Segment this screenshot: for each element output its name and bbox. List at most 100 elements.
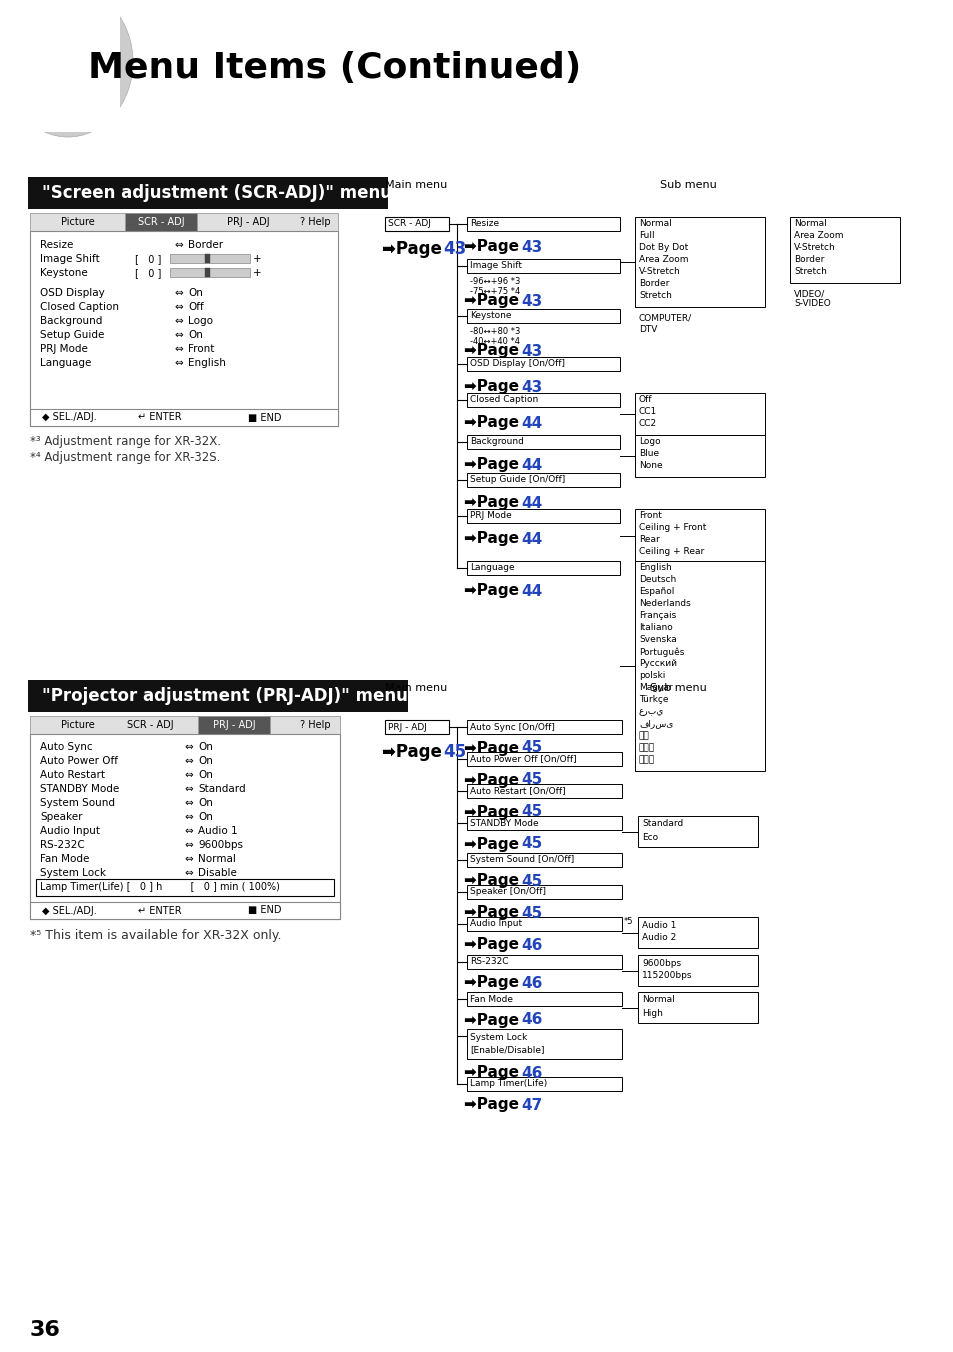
Bar <box>170 254 250 264</box>
Text: ➡Page: ➡Page <box>463 531 524 546</box>
Text: DTV: DTV <box>639 324 657 334</box>
Text: [   0 ]: [ 0 ] <box>135 254 161 264</box>
Text: Closed Caption: Closed Caption <box>40 301 119 312</box>
Text: Ceiling + Front: Ceiling + Front <box>639 523 705 533</box>
Text: 日本語: 日本語 <box>639 756 655 764</box>
Text: 46: 46 <box>520 937 542 953</box>
Text: ⇔: ⇔ <box>185 756 193 767</box>
Text: 46: 46 <box>520 1013 542 1028</box>
Text: ➡Page: ➡Page <box>381 241 447 258</box>
Text: +: + <box>253 254 261 264</box>
Bar <box>467 393 619 407</box>
Text: Closed Caption: Closed Caption <box>470 396 537 404</box>
Bar <box>467 508 619 523</box>
Text: Menu Items (Continued): Menu Items (Continued) <box>88 51 580 85</box>
Text: 汉语: 汉语 <box>639 731 649 741</box>
Bar <box>467 1078 621 1091</box>
Text: Audio 1: Audio 1 <box>641 921 676 930</box>
Text: Front: Front <box>188 343 214 354</box>
Text: Magyar: Magyar <box>639 684 672 692</box>
Text: Border: Border <box>639 280 669 288</box>
Text: ? Help: ? Help <box>299 218 331 227</box>
Text: ⇔: ⇔ <box>185 854 193 864</box>
Text: 45: 45 <box>520 906 541 921</box>
Text: Auto Restart: Auto Restart <box>40 771 105 780</box>
Bar <box>30 214 337 231</box>
Bar <box>638 917 758 948</box>
Text: 44: 44 <box>520 584 541 599</box>
Text: 43: 43 <box>520 343 541 358</box>
Text: ⇔: ⇔ <box>174 301 184 312</box>
Bar <box>635 393 764 435</box>
Text: Deutsch: Deutsch <box>639 576 676 584</box>
Text: ⇔: ⇔ <box>174 316 184 326</box>
Text: Stretch: Stretch <box>793 268 826 277</box>
Text: 45: 45 <box>520 873 541 888</box>
Text: 한국어: 한국어 <box>639 744 655 753</box>
Text: ➡Page: ➡Page <box>463 380 524 395</box>
Text: 43: 43 <box>442 241 466 258</box>
Text: *⁴ Adjustment range for XR-32S.: *⁴ Adjustment range for XR-32S. <box>30 452 220 465</box>
Text: Normal: Normal <box>639 219 671 228</box>
Text: 46: 46 <box>520 976 542 991</box>
Text: 9600bps: 9600bps <box>641 959 680 968</box>
Bar <box>467 992 621 1006</box>
Bar <box>30 902 339 919</box>
Text: VIDEO/: VIDEO/ <box>793 289 824 299</box>
Text: Speaker [On/Off]: Speaker [On/Off] <box>470 887 545 896</box>
Text: Lamp Timer(Life) [   0 ] h         [   0 ] min ( 100%): Lamp Timer(Life) [ 0 ] h [ 0 ] min ( 100… <box>40 882 279 892</box>
Text: Picture: Picture <box>61 218 94 227</box>
Text: Area Zoom: Area Zoom <box>793 231 842 241</box>
Bar <box>36 879 334 896</box>
Text: Auto Sync: Auto Sync <box>40 742 92 752</box>
Text: Dot By Dot: Dot By Dot <box>639 243 687 253</box>
Text: ⇔: ⇔ <box>185 826 193 836</box>
Text: PRJ Mode: PRJ Mode <box>470 511 511 521</box>
Text: PRJ - ADJ: PRJ - ADJ <box>213 721 255 730</box>
Text: Resize: Resize <box>470 219 498 228</box>
Text: Audio Input: Audio Input <box>470 919 521 929</box>
Bar <box>205 268 210 277</box>
Text: SCR - ADJ: SCR - ADJ <box>388 219 431 228</box>
Text: ⇔: ⇔ <box>185 868 193 877</box>
Text: Off: Off <box>188 301 204 312</box>
Text: Front: Front <box>639 511 661 521</box>
Text: System Lock: System Lock <box>40 868 106 877</box>
Text: ➡Page: ➡Page <box>463 1013 524 1028</box>
Text: ➡Page: ➡Page <box>381 744 447 761</box>
Text: Off: Off <box>639 396 652 404</box>
Text: Audio Input: Audio Input <box>40 826 100 836</box>
Text: ? Help: ? Help <box>299 721 331 730</box>
Text: -80↔+80 *3: -80↔+80 *3 <box>470 327 519 337</box>
Text: ⇔: ⇔ <box>185 798 193 808</box>
Bar <box>385 721 449 734</box>
Text: PRJ - ADJ: PRJ - ADJ <box>388 722 426 731</box>
Text: ➡Page: ➡Page <box>463 837 524 852</box>
Text: 47: 47 <box>520 1098 541 1113</box>
Text: PRJ Mode: PRJ Mode <box>40 343 88 354</box>
Bar <box>28 177 388 210</box>
Text: -40↔+40 *4: -40↔+40 *4 <box>470 337 519 346</box>
Text: 115200bps: 115200bps <box>641 972 692 980</box>
Text: ⇔: ⇔ <box>185 840 193 850</box>
Text: Auto Power Off [On/Off]: Auto Power Off [On/Off] <box>470 754 576 764</box>
Text: *³ Adjustment range for XR-32X.: *³ Adjustment range for XR-32X. <box>30 435 221 449</box>
Text: RS-232C: RS-232C <box>40 840 85 850</box>
Text: 45: 45 <box>442 744 466 761</box>
Text: Stretch: Stretch <box>639 292 671 300</box>
Text: "Screen adjustment (SCR-ADJ)" menu: "Screen adjustment (SCR-ADJ)" menu <box>42 184 392 201</box>
Text: SCR - ADJ: SCR - ADJ <box>127 721 173 730</box>
Bar <box>30 734 339 919</box>
Text: Image Shift: Image Shift <box>40 254 100 264</box>
Text: Setup Guide [On/Off]: Setup Guide [On/Off] <box>470 476 565 484</box>
Text: COMPUTER/: COMPUTER/ <box>639 314 691 323</box>
Bar <box>638 955 758 986</box>
Text: OSD Display [On/Off]: OSD Display [On/Off] <box>470 360 564 369</box>
Text: ↵ ENTER: ↵ ENTER <box>138 906 181 915</box>
Text: ➡Page: ➡Page <box>463 772 524 787</box>
Text: +: + <box>253 268 261 279</box>
Text: System Sound: System Sound <box>40 798 115 808</box>
Bar <box>635 435 764 477</box>
Text: Background: Background <box>40 316 102 326</box>
Text: 45: 45 <box>520 837 541 852</box>
